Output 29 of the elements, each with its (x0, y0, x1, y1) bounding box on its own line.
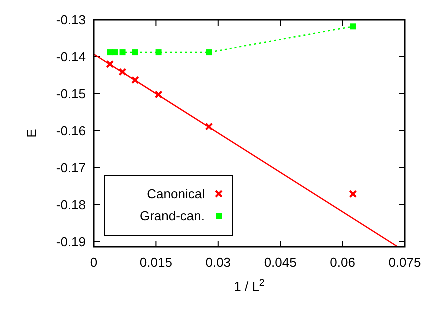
x-axis-title: 1 / L$^{2}$ (234, 278, 265, 294)
x-tick-label: 0 (90, 255, 98, 270)
y-tick-label: -0.16 (56, 123, 86, 138)
point (131, 76, 140, 84)
y-tick-label: -0.14 (56, 49, 86, 64)
point (156, 50, 162, 56)
point (349, 190, 358, 198)
y-tick-label: -0.13 (56, 12, 86, 28)
y-axis-title: E (24, 128, 39, 138)
x-tick-label: 0.015 (140, 255, 172, 270)
y-tick-label: -0.18 (56, 197, 86, 212)
point (132, 50, 138, 56)
legend-label: Grand-can. (140, 208, 205, 224)
point (206, 50, 212, 56)
point (205, 122, 214, 131)
y-tick-label: -0.17 (56, 160, 86, 176)
y-tick-label: -0.19 (56, 234, 86, 250)
point (350, 24, 356, 30)
point (118, 68, 127, 76)
point (154, 90, 163, 99)
y-tick-label: -0.15 (56, 86, 86, 102)
x-tick-label: 0.03 (206, 255, 232, 270)
point (112, 50, 118, 56)
legend-label: Canonical (147, 186, 206, 202)
x-tick-label: 0.06 (330, 255, 356, 270)
x-tick-label: 0.045 (264, 255, 297, 270)
x-tick-label: 0.075 (388, 255, 422, 270)
point (120, 50, 126, 56)
point (106, 60, 114, 68)
